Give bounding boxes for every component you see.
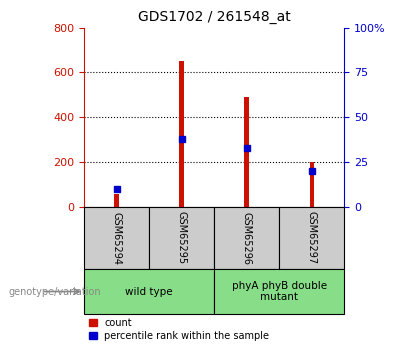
FancyBboxPatch shape (84, 269, 214, 314)
FancyBboxPatch shape (279, 207, 344, 269)
Bar (179, 61, 184, 207)
Bar (244, 97, 249, 207)
FancyBboxPatch shape (214, 207, 279, 269)
FancyBboxPatch shape (214, 269, 344, 314)
Text: phyA phyB double
mutant: phyA phyB double mutant (232, 281, 327, 302)
Text: GSM65296: GSM65296 (242, 211, 252, 265)
FancyBboxPatch shape (149, 207, 214, 269)
Text: GSM65294: GSM65294 (112, 211, 121, 265)
Text: wild type: wild type (125, 287, 173, 296)
FancyBboxPatch shape (84, 207, 149, 269)
Text: GSM65297: GSM65297 (307, 211, 317, 265)
Legend: count, percentile rank within the sample: count, percentile rank within the sample (89, 318, 269, 341)
Bar (114, 194, 119, 207)
Text: genotype/variation: genotype/variation (8, 287, 101, 296)
Text: GSM65295: GSM65295 (177, 211, 186, 265)
Title: GDS1702 / 261548_at: GDS1702 / 261548_at (138, 10, 291, 24)
Bar (310, 162, 314, 207)
